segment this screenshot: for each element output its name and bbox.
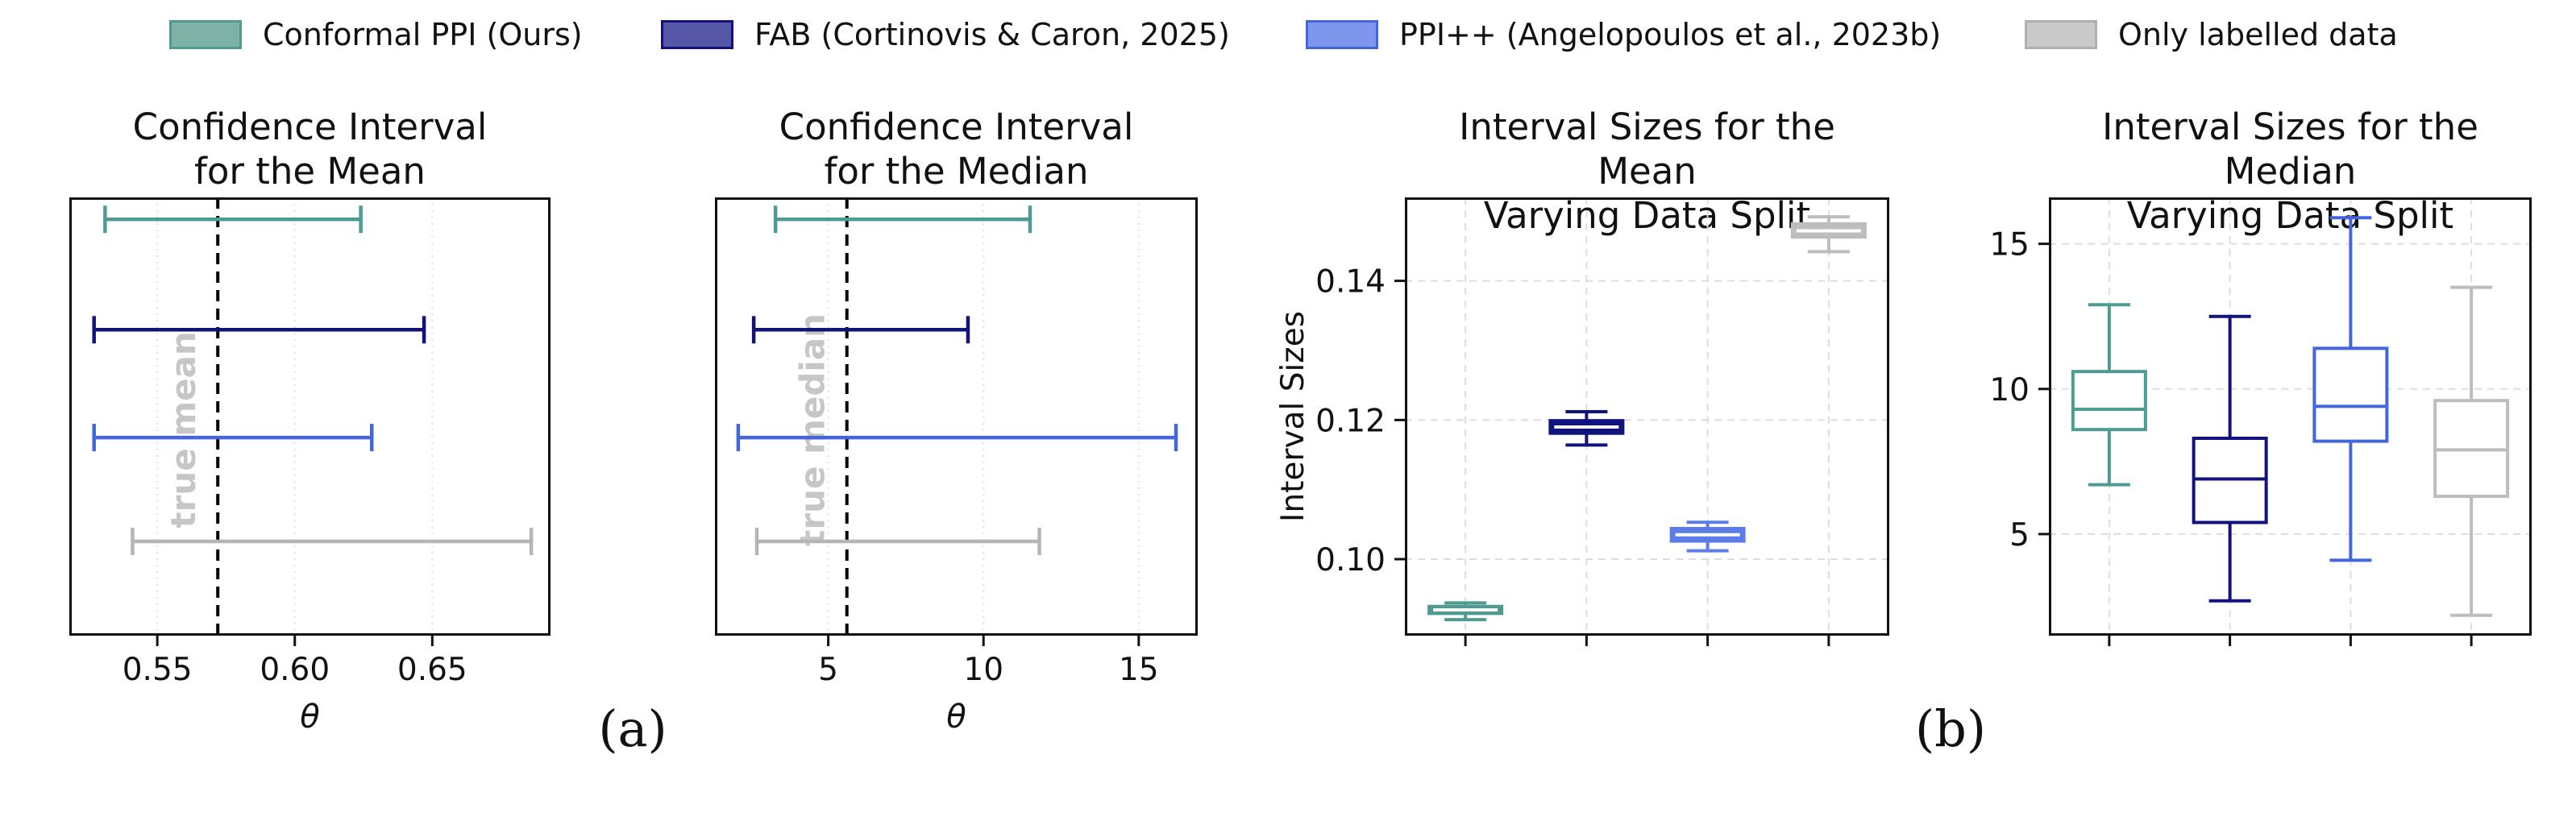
x-tick-label: 5 <box>818 652 838 688</box>
y-tick-label: 0.10 <box>1315 542 1386 578</box>
legend-item-only-labelled: Only labelled data <box>2025 16 2398 53</box>
box-iqr <box>2312 346 2389 443</box>
error-bar-fab <box>751 316 970 344</box>
axes-border <box>715 197 1198 636</box>
x-axis-label: θ <box>946 699 966 736</box>
reference-line-label: true median <box>793 313 833 546</box>
plot-confidence-interval-mean: true mean 0.55 0.60 0.65 θ <box>69 197 551 736</box>
error-bar-fab <box>92 316 426 344</box>
legend-item-conformal-ppi: Conformal PPI (Ours) <box>169 16 583 53</box>
box-plot-ppi-plus-plus <box>2312 216 2389 562</box>
box-plot-fab <box>2192 314 2268 603</box>
axes-border <box>2049 197 2532 636</box>
error-bar-only-labelled <box>754 528 1041 556</box>
y-tick-label: 15 <box>1989 227 2030 263</box>
axes-border <box>1405 197 1889 636</box>
legend-label-only-labelled: Only labelled data <box>2118 17 2398 52</box>
y-tick-label: 0.14 <box>1315 264 1386 301</box>
legend-swatch-fab <box>661 20 733 49</box>
title-ci-median: Confidence Interval for the Median <box>779 106 1134 193</box>
reference-line-label: true mean <box>164 331 203 528</box>
x-tick-label: 0.60 <box>260 652 330 688</box>
caption-b: (b) <box>1914 699 1987 758</box>
error-bar-ppi-plus-plus <box>736 424 1178 452</box>
legend-swatch-only-labelled <box>2025 20 2097 49</box>
y-axis-label: Interval Sizes <box>1275 311 1311 522</box>
plot-interval-sizes-median: 5 10 15 <box>1989 197 2532 646</box>
legend: Conformal PPI (Ours) FAB (Cortinovis & C… <box>0 0 2576 64</box>
x-tick-label: 15 <box>1119 652 1159 688</box>
title-sizes-median: Interval Sizes for the Median Varying Da… <box>2102 106 2478 237</box>
box-plot-ppi-plus-plus <box>1669 520 1746 553</box>
x-tick-label: 0.65 <box>397 652 467 688</box>
error-bar-conformal-ppi <box>103 205 363 234</box>
box-plot-only-labelled <box>1790 215 1867 254</box>
plot-confidence-interval-median: true median 5 10 15 θ <box>715 197 1198 736</box>
box-iqr <box>2071 370 2147 432</box>
title-ci-mean: Confidence Interval for the Mean <box>132 106 488 193</box>
legend-item-fab: FAB (Cortinovis & Caron, 2025) <box>661 16 1230 53</box>
x-axis-label: θ <box>300 699 319 736</box>
axes-border <box>69 197 551 636</box>
x-tick-label: 0.55 <box>123 652 193 688</box>
y-tick-label: 10 <box>1989 372 2030 408</box>
legend-swatch-conformal-ppi <box>169 20 242 49</box>
error-bar-conformal-ppi <box>773 205 1032 234</box>
legend-swatch-ppi-plus-plus <box>1306 20 1378 49</box>
caption-a: (a) <box>598 699 667 758</box>
box-plot-conformal-ppi <box>2071 303 2147 487</box>
error-bar-ppi-plus-plus <box>92 424 374 452</box>
legend-label-conformal-ppi: Conformal PPI (Ours) <box>263 17 583 52</box>
error-bar-only-labelled <box>131 528 534 556</box>
box-plot-conformal-ppi <box>1427 601 1504 622</box>
y-tick-label: 0.12 <box>1315 403 1386 439</box>
box-plot-only-labelled <box>2433 285 2510 617</box>
x-tick-label: 10 <box>963 652 1003 688</box>
legend-item-ppi-plus-plus: PPI++ (Angelopoulos et al., 2023b) <box>1306 16 1941 53</box>
title-sizes-mean: Interval Sizes for the Mean Varying Data… <box>1459 106 1835 237</box>
y-tick-label: 5 <box>2009 517 2030 553</box>
legend-label-fab: FAB (Cortinovis & Caron, 2025) <box>754 17 1230 52</box>
legend-label-ppi-plus-plus: PPI++ (Angelopoulos et al., 2023b) <box>1399 17 1942 52</box>
box-plot-fab <box>1548 409 1625 447</box>
